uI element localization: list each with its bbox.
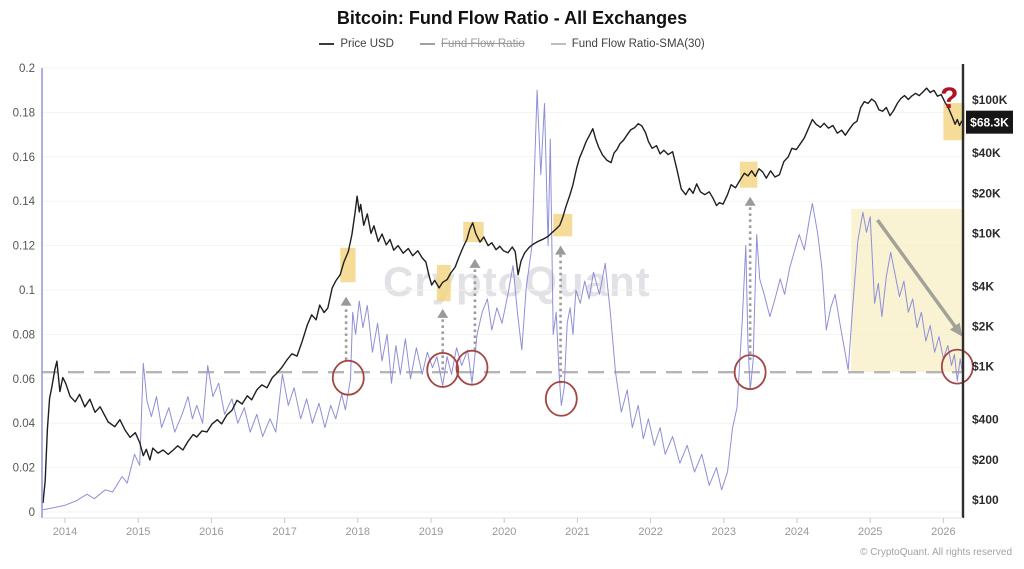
price-axis-label: $200: [972, 453, 999, 467]
question-mark-annotation: ?: [940, 82, 958, 115]
ratio-axis-label: 0.06: [13, 374, 35, 386]
ratio-axis-label: 0.08: [13, 329, 35, 341]
sma-line: [42, 89, 963, 511]
price-axis-label: $20K: [972, 186, 1001, 200]
legend: Price USD Fund Flow Ratio Fund Flow Ratio-…: [0, 38, 1024, 50]
dotted-up-arrowhead: [469, 258, 481, 268]
price-axis-label: $4K: [972, 279, 994, 293]
ratio-axis-label: 0: [29, 507, 35, 519]
ratio-axis-label: 0.18: [13, 107, 35, 119]
bottom-signal-circle: [544, 380, 578, 417]
price-axis-label: $10K: [972, 226, 1001, 240]
legend-item-fund-flow-ratio[interactable]: Fund Flow Ratio: [420, 38, 525, 50]
bottom-signal-circle: [940, 348, 974, 385]
x-axis-label: 2019: [419, 526, 443, 538]
dotted-up-arrowhead: [555, 245, 567, 255]
highlight-box: [553, 213, 573, 237]
ratio-axis-label: 0.2: [19, 63, 35, 75]
x-axis-label: 2014: [53, 526, 77, 538]
current-price-badge: [966, 110, 1013, 134]
legend-label-fund-flow-ratio-sma-30: Fund Flow Ratio-SMA(30): [571, 38, 705, 50]
current-price-badge-label: $68.3K: [970, 116, 1009, 130]
x-axis-label: 2022: [638, 526, 662, 538]
highlight-box: [463, 221, 484, 243]
ratio-axis-label: 0.12: [13, 241, 35, 253]
x-axis-label: 2017: [272, 526, 296, 538]
copyright-text: © CryptoQuant. All rights reserved: [860, 547, 1012, 558]
legend-item-fund-flow-ratio-sma-30[interactable]: Fund Flow Ratio-SMA(30): [550, 38, 705, 50]
page-title: Bitcoin: Fund Flow Ratio - All Exchanges: [336, 8, 688, 28]
highlight-box: [436, 264, 451, 302]
legend-swatch-price-usd: [319, 43, 335, 45]
ratio-axis-label: 0.04: [13, 418, 36, 430]
legend-swatch-fund-flow-ratio: [420, 43, 435, 45]
x-axis-label: 2016: [199, 526, 223, 538]
x-axis-label: 2021: [565, 526, 589, 538]
ratio-axis-label: 0.14: [13, 196, 36, 208]
trend-down-arrow: [876, 219, 960, 332]
x-axis-label: 2024: [785, 526, 809, 538]
bottom-signal-circle: [455, 349, 489, 386]
bottom-signal-circle: [331, 359, 365, 396]
ratio-axis-label: 0.1: [19, 285, 35, 297]
legend-label-price-usd: Price USD: [340, 38, 394, 50]
price-axis-label: $40K: [972, 146, 1001, 160]
ratio-axis-label: 0.02: [13, 463, 35, 475]
dotted-up-arrowhead: [340, 296, 352, 306]
x-axis-label: 2015: [126, 526, 150, 538]
price-axis-label: $100K: [972, 93, 1008, 107]
price-line: [42, 87, 965, 504]
price-axis-label: $1K: [972, 360, 994, 374]
bottom-signal-circle: [733, 354, 767, 391]
price-axis-label: $400: [972, 413, 999, 427]
price-axis-label: $2K: [972, 320, 994, 334]
x-axis-label: 2020: [492, 526, 516, 538]
x-axis-label: 2018: [346, 526, 370, 538]
trend-down-arrowhead: [949, 322, 963, 337]
legend-label-fund-flow-ratio: Fund Flow Ratio: [441, 38, 525, 50]
dotted-up-arrowhead: [744, 196, 756, 206]
legend-swatch-fund-flow-ratio-sma-30: [550, 43, 566, 45]
highlight-box: [340, 247, 356, 283]
ratio-axis-label: 0.16: [13, 152, 35, 164]
x-axis-label: 2025: [858, 526, 882, 538]
legend-item-price-usd[interactable]: Price USD: [319, 38, 394, 50]
highlight-region: [851, 208, 965, 373]
x-axis-label: 2023: [712, 526, 736, 538]
bottom-signal-circle: [426, 352, 460, 388]
dotted-up-arrowhead: [437, 308, 449, 318]
x-axis-label: 2026: [931, 526, 955, 538]
price-axis-label: $100: [972, 493, 999, 507]
